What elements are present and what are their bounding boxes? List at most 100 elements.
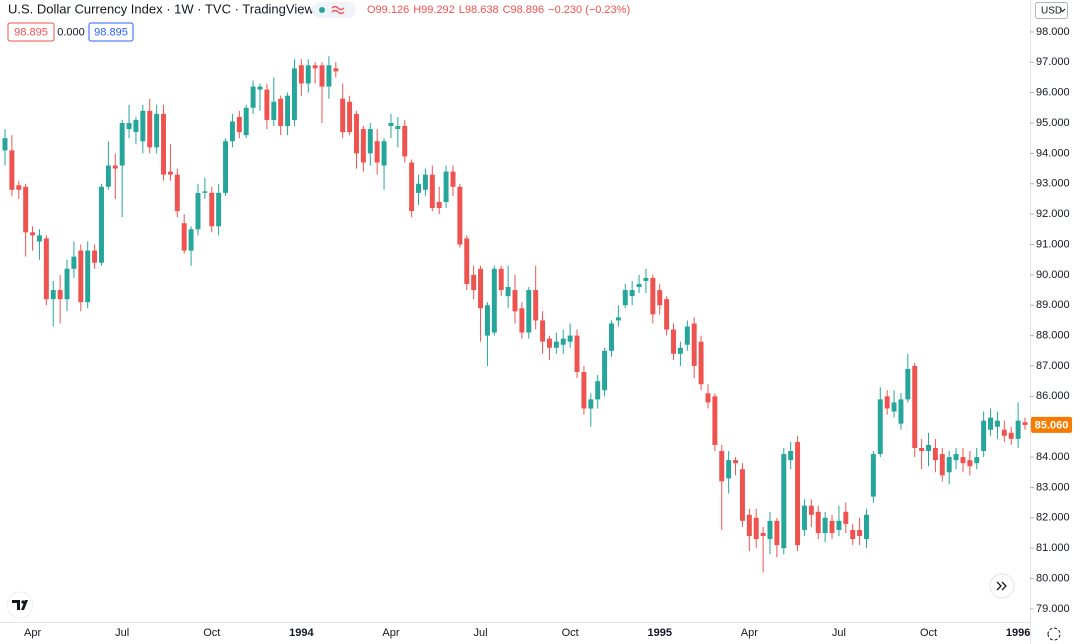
- candle-body: [312, 65, 318, 69]
- x-tick-label: 1996: [1006, 627, 1030, 639]
- y-tick-label: 98.000: [1036, 26, 1070, 38]
- candle-body: [822, 517, 828, 534]
- candle-body: [857, 529, 863, 537]
- candle-body: [112, 165, 118, 169]
- y-tick-label: 79.000: [1036, 603, 1070, 615]
- candle-body: [629, 290, 635, 297]
- candle-body: [154, 113, 160, 148]
- y-tick-label: 82.000: [1036, 512, 1070, 524]
- x-tick-label: Apr: [741, 627, 758, 639]
- candle-body: [285, 95, 291, 127]
- candle-body: [836, 520, 842, 530]
- candle-body: [540, 320, 546, 342]
- chart-title: U.S. Dollar Currency Index · 1W · TVC · …: [8, 1, 314, 16]
- candle-body: [195, 192, 201, 230]
- candle-body: [64, 268, 70, 300]
- candle-body: [50, 290, 56, 300]
- logo-dot: [21, 600, 25, 604]
- candle-body: [870, 454, 876, 497]
- y-tick-label: 84.000: [1036, 451, 1070, 463]
- candle-body: [333, 68, 339, 72]
- candle-body: [643, 277, 649, 281]
- candle-body: [291, 68, 297, 120]
- candle-body: [609, 323, 614, 351]
- candle-body: [43, 238, 49, 300]
- currency-selector[interactable]: USD: [1035, 2, 1068, 19]
- candle-body: [553, 341, 559, 348]
- y-tick-label: 83.000: [1036, 481, 1070, 493]
- last-price-label: 85.060: [1035, 419, 1069, 431]
- candle-body: [926, 444, 931, 452]
- y-tick-label: 97.000: [1036, 56, 1070, 68]
- candle-body: [388, 123, 394, 127]
- candle-body: [512, 290, 518, 312]
- delay-icon: [331, 5, 345, 15]
- candle-body: [2, 138, 8, 151]
- candle-body: [347, 101, 353, 133]
- indicator-values: 98.895 0.000 98.895: [7, 22, 134, 42]
- candle-body: [691, 323, 697, 366]
- candle-body: [994, 420, 1000, 427]
- y-tick-label: 87.000: [1036, 360, 1070, 372]
- candle-body: [733, 460, 739, 464]
- candle-body: [705, 393, 711, 403]
- y-tick-label: 80.000: [1036, 572, 1070, 584]
- candle-body: [588, 399, 594, 409]
- candle-body: [395, 126, 401, 130]
- candle-body: [484, 305, 490, 336]
- candle-body: [264, 89, 270, 120]
- candle-body: [581, 372, 587, 409]
- candle-body: [119, 123, 125, 166]
- candle-body: [229, 121, 235, 142]
- candle-body: [464, 238, 470, 284]
- candle-body: [340, 98, 346, 133]
- candle-body: [739, 469, 745, 521]
- x-tick-label: Jul: [474, 627, 488, 639]
- scroll-to-realtime[interactable]: [989, 573, 1015, 599]
- indicator-value: 98.895: [14, 26, 48, 38]
- tradingview-logo[interactable]: [6, 591, 34, 619]
- candle-body: [974, 457, 980, 464]
- candle-body: [864, 514, 869, 540]
- candle-body: [760, 533, 766, 537]
- candle-body: [891, 402, 897, 412]
- candle-body: [795, 441, 801, 546]
- candle-body: [16, 185, 22, 190]
- candle-body: [436, 201, 442, 209]
- candle-body: [829, 520, 835, 534]
- candle-body: [698, 341, 704, 385]
- status-badge[interactable]: [312, 2, 356, 18]
- candle-body: [905, 369, 911, 400]
- candle-body: [767, 520, 773, 540]
- settings-icon[interactable]: [1047, 627, 1061, 641]
- currency-box: [1035, 2, 1068, 19]
- candle-body: [99, 186, 104, 263]
- candle-body: [30, 232, 36, 236]
- candle-body: [988, 417, 994, 430]
- candle-body: [140, 110, 146, 142]
- candle-body: [250, 86, 256, 108]
- candle-body: [271, 101, 277, 120]
- button-bg: [989, 573, 1015, 599]
- indicator-value: 0.000: [57, 26, 85, 38]
- candle-body: [664, 299, 670, 330]
- candle-body: [381, 141, 387, 166]
- candle-body: [636, 283, 642, 288]
- candle-body: [471, 274, 477, 291]
- candle-body: [953, 454, 959, 461]
- price-axis: 98.000 97.000 96.000 95.000 94.000 93.000 92.0…: [1030, 26, 1070, 615]
- y-tick-label: 95.000: [1036, 117, 1070, 129]
- candle-body: [967, 460, 973, 467]
- candle-body: [788, 451, 794, 461]
- candle-body: [719, 451, 725, 482]
- candle-body: [174, 174, 180, 212]
- candle-body: [167, 171, 173, 175]
- candle-body: [898, 399, 904, 424]
- chevrons: [996, 581, 1007, 591]
- candle-body: [574, 335, 580, 373]
- candle-body: [622, 290, 628, 306]
- candle-body: [71, 256, 77, 269]
- candle-body: [23, 186, 29, 233]
